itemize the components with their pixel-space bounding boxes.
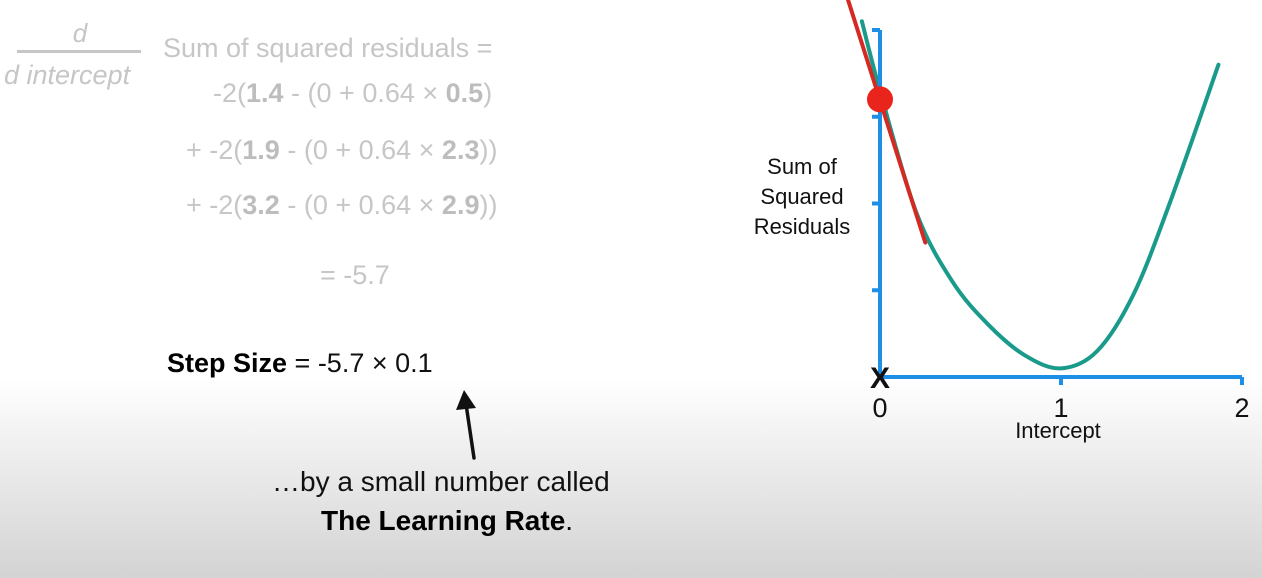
ssr-curve xyxy=(859,19,1221,371)
y-ticks xyxy=(872,114,880,293)
term-suffix: )) xyxy=(479,135,498,165)
step-size-expression: = -5.7 × 0.1 xyxy=(287,348,433,378)
term-middle: - (0 + 0.64 × xyxy=(279,190,442,220)
term-weight: 0.5 xyxy=(445,78,484,108)
term-weight: 2.9 xyxy=(441,190,480,220)
term-prefix: + -2( xyxy=(186,190,243,220)
tangent-line xyxy=(845,0,928,245)
derivative-term-2: + -2(1.9 - (0 + 0.64 × 2.3)) xyxy=(186,135,497,166)
term-suffix: )) xyxy=(479,190,498,220)
derivative-term-3: + -2(3.2 - (0 + 0.64 × 2.9)) xyxy=(186,190,497,221)
pointer-arrow xyxy=(456,390,476,460)
term-middle: - (0 + 0.64 × xyxy=(283,78,446,108)
y-axis-label-line-3: Residuals xyxy=(754,214,851,239)
sum-of-squared-residuals-label: Sum of squared residuals = xyxy=(163,33,493,63)
caption-line-1: …by a small number called xyxy=(272,466,610,497)
term-middle: - (0 + 0.64 × xyxy=(279,135,442,165)
x-tick-label-0: 0 xyxy=(872,393,887,423)
x-tick-label-2: 2 xyxy=(1234,393,1249,423)
fraction-bar xyxy=(17,50,141,53)
term-observed: 1.4 xyxy=(246,78,284,108)
axes xyxy=(872,28,1244,385)
term-weight: 2.3 xyxy=(441,135,480,165)
caption-line-2: The Learning Rate. xyxy=(321,505,573,537)
term-prefix: + -2( xyxy=(186,135,243,165)
derivative-term-1: -2(1.4 - (0 + 0.64 × 0.5) xyxy=(213,78,492,109)
y-axis-label-line-2: Squared xyxy=(760,184,843,209)
term-observed: 3.2 xyxy=(242,190,280,220)
x-tick-label-1: 1 xyxy=(1053,393,1068,423)
term-suffix: ) xyxy=(483,78,493,108)
derivative-denominator: d intercept xyxy=(4,60,131,90)
derivative-numerator: d xyxy=(72,18,88,48)
step-size-label: Step Size xyxy=(167,348,288,378)
term-observed: 1.9 xyxy=(242,135,280,165)
y-axis-label-line-1: Sum of xyxy=(767,154,838,179)
derivative-result: = -5.7 xyxy=(320,260,390,290)
x-axis-label: Intercept xyxy=(1015,418,1101,443)
x-marker: X xyxy=(870,362,890,395)
term-prefix: -2( xyxy=(213,78,246,108)
x-ticks xyxy=(1059,377,1244,385)
step-size-equation: Step Size = -5.7 × 0.1 xyxy=(167,348,433,379)
current-intercept-point xyxy=(867,86,893,113)
caption-period: . xyxy=(565,505,574,536)
learning-rate-term: The Learning Rate xyxy=(321,505,566,536)
